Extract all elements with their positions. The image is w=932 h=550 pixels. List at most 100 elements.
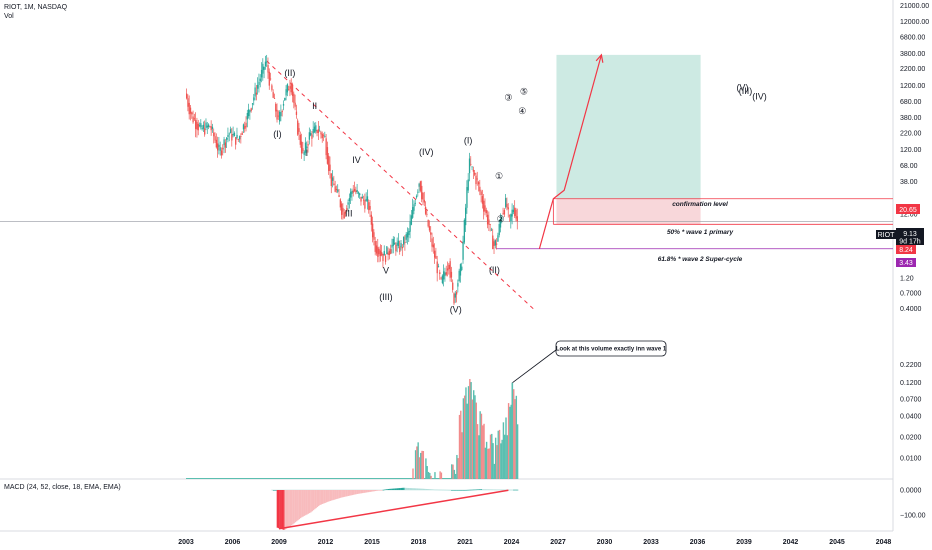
macd-bar	[302, 490, 304, 517]
macd-bar	[360, 490, 363, 494]
wave-label: II	[312, 101, 317, 111]
candle-body	[264, 61, 267, 67]
projection-path[interactable]	[538, 54, 602, 249]
macd-bar	[432, 489, 435, 491]
macd-bar	[422, 488, 425, 490]
candle-body	[401, 246, 404, 249]
price-axis[interactable]: 21000.00 12000.00 6800.00 3800.00 2200.00 120…	[900, 3, 929, 313]
candle-body	[263, 67, 265, 70]
volume-callout[interactable]: Look at this volume exactly inn wave 1	[512, 340, 667, 383]
candle-body	[338, 195, 340, 197]
candle-body	[196, 121, 198, 130]
macd-bar	[281, 490, 284, 530]
candle-body	[362, 199, 365, 201]
candle-body	[240, 135, 242, 137]
macd-bar	[460, 490, 462, 491]
volume-bar	[440, 472, 443, 479]
macd-bar	[363, 490, 365, 493]
volume-bar	[510, 404, 512, 479]
macd-bar	[498, 489, 501, 491]
candle-body	[351, 190, 353, 194]
candle-body	[300, 141, 303, 154]
candle-body	[353, 188, 356, 192]
candle-body	[477, 182, 480, 185]
macd-bar	[395, 488, 397, 490]
volume-peak-bar	[511, 382, 514, 479]
fib618-tag-value: 3.43	[899, 260, 913, 267]
price-tick-label: 21000.00	[900, 3, 929, 10]
candle-body	[374, 240, 376, 252]
volume-bar	[515, 395, 518, 479]
candle-body	[459, 264, 462, 276]
volume-bar	[457, 458, 459, 479]
candle-body	[215, 139, 218, 148]
macd-bar	[341, 490, 343, 498]
candle-body	[307, 144, 309, 146]
candle-body	[218, 144, 220, 148]
wave-label: III	[345, 208, 353, 218]
descending-trendline[interactable]	[266, 60, 536, 311]
candle-body	[439, 272, 441, 274]
candle-body	[390, 249, 392, 254]
candle-body	[246, 112, 249, 120]
long-position-tool[interactable]	[556, 54, 701, 225]
candle-body	[187, 98, 189, 107]
candle-body	[308, 132, 311, 140]
volume-bar	[453, 469, 456, 479]
fib50-tag-value: 8.24	[899, 247, 913, 254]
candle-body	[446, 268, 449, 271]
macd-bar	[445, 489, 448, 491]
macd-bar	[513, 489, 515, 491]
macd-bar	[439, 489, 441, 491]
candle-body	[204, 128, 206, 135]
price-tick-label: 680.00	[900, 99, 922, 106]
macd-bar	[414, 488, 417, 490]
candle-body	[297, 120, 299, 135]
macd-bar	[426, 489, 428, 490]
macd-bar	[346, 490, 348, 497]
macd-bar	[474, 489, 476, 491]
time-tick-label: 2027	[550, 539, 566, 546]
candle-body	[387, 252, 389, 255]
candle-body	[259, 78, 261, 82]
callout-text: Look at this volume exactly inn wave 1	[556, 347, 667, 353]
wave-label: ③	[504, 93, 512, 103]
macd-bar	[305, 490, 307, 516]
volume-label: Vol	[4, 13, 14, 20]
time-axis[interactable]: 2003 2006 2009 2012 2015 2018 2021 2024 2027 2030…	[178, 539, 891, 546]
candle-body	[211, 126, 214, 129]
candle-body	[298, 128, 300, 132]
macd-bar	[333, 490, 335, 500]
wave-label: IV	[352, 155, 361, 165]
time-tick-label: 2030	[597, 539, 613, 546]
candle-body	[245, 122, 247, 128]
candle-body	[400, 243, 402, 248]
macd-bar	[442, 489, 444, 491]
volume-bar	[483, 423, 485, 479]
macd-bar	[324, 490, 326, 503]
macd-bar	[279, 490, 281, 529]
volume-bar	[496, 445, 498, 479]
candle-body	[210, 126, 212, 131]
wave-label: (III)	[379, 292, 393, 302]
macd-bar	[328, 490, 330, 502]
candle-body	[193, 118, 196, 120]
volume-tick-label: 0.0700	[900, 397, 922, 404]
fib618-tag	[896, 258, 916, 267]
candle-body	[214, 136, 216, 141]
macd-bar	[367, 490, 369, 493]
price-tick-label: 0.4000	[900, 306, 922, 313]
macd-divergence-line[interactable]	[278, 489, 509, 530]
macd-bar	[436, 489, 439, 491]
candle-body	[409, 221, 411, 232]
candle-body	[421, 185, 423, 200]
volume-bar	[430, 475, 432, 479]
macd-bar	[358, 490, 360, 494]
candle-body	[437, 266, 440, 268]
candle-body	[188, 102, 190, 115]
candle-body	[434, 250, 436, 258]
candle-body	[381, 252, 383, 256]
candle-body	[404, 242, 406, 243]
macd-bar	[475, 489, 477, 491]
candle-body	[281, 110, 283, 113]
